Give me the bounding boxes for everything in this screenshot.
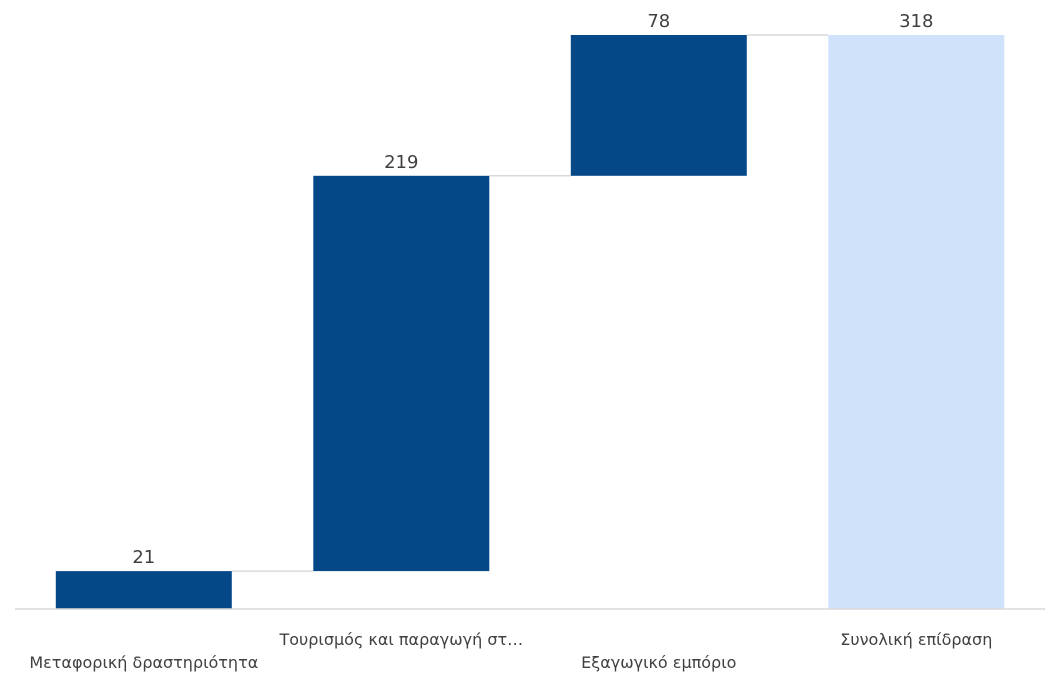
- data-label-4: 318: [899, 11, 933, 32]
- category-label-4: Συνολική επίδραση: [840, 630, 992, 649]
- data-label-1: 21: [132, 547, 155, 568]
- bars: [55, 35, 1005, 609]
- data-label-3: 78: [647, 11, 670, 32]
- category-labels: Μεταφορική δραστηριότητα Τουρισμός και πα…: [29, 630, 992, 672]
- category-label-3: Εξαγωγικό εμπόριο: [581, 653, 736, 672]
- bar-1: [55, 571, 232, 609]
- connector-lines: [231, 34, 829, 572]
- data-labels: 21 219 78 318: [132, 11, 933, 568]
- data-label-2: 219: [384, 152, 418, 173]
- category-label-1: Μεταφορική δραστηριότητα: [29, 653, 258, 672]
- bar-3: [570, 35, 747, 176]
- bar-2: [313, 175, 490, 572]
- bar-4: [828, 35, 1005, 609]
- category-label-2: Τουρισμός και παραγωγή στ…: [278, 630, 523, 649]
